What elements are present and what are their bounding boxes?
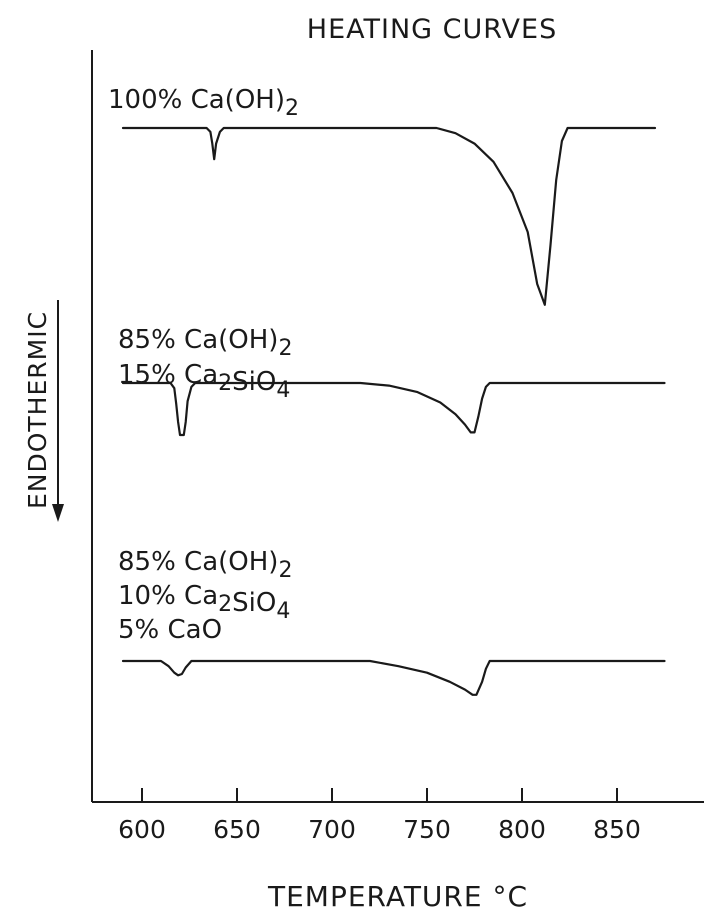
curves (121, 126, 666, 696)
chart-title: HEATING CURVES (307, 14, 557, 45)
series-3-label-line-1: 85% Ca(OH)2 (118, 547, 292, 583)
series-3-label-line-2: 10% Ca2SiO4 (118, 581, 290, 624)
x-tick-label-750: 750 (403, 815, 451, 844)
x-tick-label-800: 800 (498, 815, 546, 844)
endothermic-arrow (52, 300, 64, 522)
x-tick-label-850: 850 (593, 815, 641, 844)
series-3-curve (121, 659, 666, 696)
x-tick-label-600: 600 (118, 815, 166, 844)
x-axis-ticks: 600 650 700 750 800 850 (118, 788, 641, 844)
series-1-label-line-1: 100% Ca(OH)2 (108, 85, 299, 121)
x-axis-label: TEMPERATURE °C (267, 880, 528, 909)
x-tick-label-700: 700 (308, 815, 356, 844)
series-2-label-line-2: 15% Ca2SiO4 (118, 360, 290, 403)
series-3-label-line-3: 5% CaO (118, 615, 222, 645)
series-1-curve (121, 126, 657, 306)
series-2-label-line-1: 85% Ca(OH)2 (118, 325, 292, 361)
x-tick-label-650: 650 (213, 815, 261, 844)
y-axis-label: ENDOTHERMIC (23, 311, 52, 509)
series-2-curve (121, 381, 666, 437)
